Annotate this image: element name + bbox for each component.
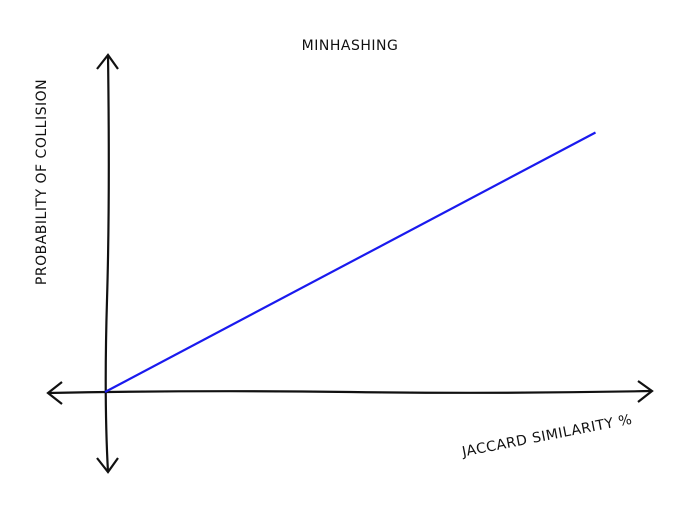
chart-title: MINHASHING bbox=[302, 38, 399, 54]
y-axis-label: PROBABILITY OF COLLISION bbox=[34, 79, 50, 285]
x-axis-label: JACCARD SIMILARITY % bbox=[460, 412, 634, 461]
y-axis bbox=[96, 53, 119, 474]
series-line-0 bbox=[104, 131, 597, 393]
y-axis-bottom-arrow bbox=[96, 457, 119, 474]
x-axis-line bbox=[47, 389, 653, 395]
x-axis-right-arrow bbox=[637, 380, 654, 403]
x-axis bbox=[46, 380, 654, 405]
series-group bbox=[104, 131, 597, 393]
x-axis-left-arrow bbox=[46, 381, 63, 405]
y-axis-line bbox=[104, 54, 110, 473]
y-axis-top-arrow bbox=[96, 53, 119, 70]
